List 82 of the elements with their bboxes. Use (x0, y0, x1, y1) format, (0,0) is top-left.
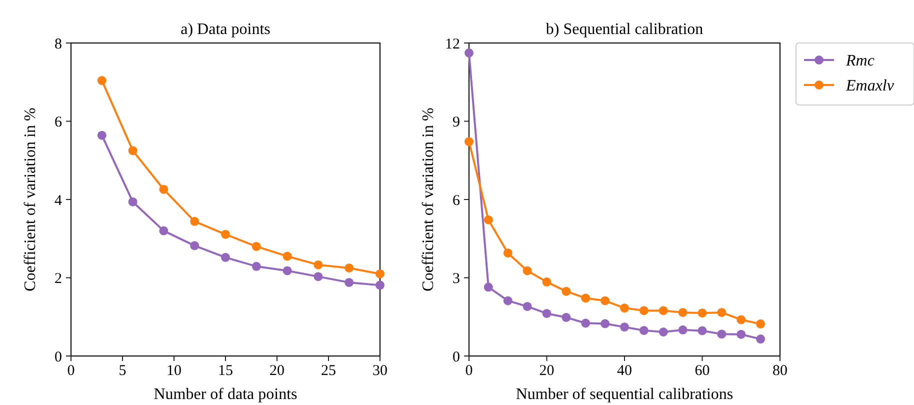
y-tick-label: 4 (54, 192, 62, 209)
point (581, 318, 590, 328)
y-tick-label: 9 (452, 114, 460, 130)
point (252, 262, 261, 271)
y-axis-title: Coefficient of variation in % (22, 108, 39, 292)
chart-title: b) Sequential calibration (546, 21, 704, 38)
point (717, 330, 726, 339)
y-tick-label: 6 (54, 114, 62, 130)
y-tick-label: 8 (54, 36, 62, 52)
x-axis-title: Number of sequential calibrations (516, 386, 734, 403)
point (464, 137, 474, 146)
point (128, 146, 138, 156)
x-tick-label: 20 (270, 363, 284, 379)
y-axis-title: Coefficient of variation in % (420, 108, 437, 292)
point (639, 306, 648, 316)
point (190, 216, 200, 226)
y-tick-label: 2 (54, 271, 62, 287)
point (658, 306, 668, 316)
point (314, 260, 323, 270)
y-tick-label: 12 (445, 36, 460, 52)
point (484, 215, 493, 224)
point (221, 252, 230, 262)
point (620, 322, 629, 332)
point (97, 76, 106, 86)
y-tick-label: 6 (452, 192, 460, 209)
point (97, 130, 106, 140)
x-tick-label: 10 (166, 363, 182, 379)
point (344, 278, 354, 287)
point (600, 319, 610, 328)
x-tick-label: 15 (218, 363, 233, 379)
legend-label: Emaxlv (845, 78, 895, 95)
point (639, 326, 648, 335)
point (522, 266, 532, 276)
y-tick-label: 0 (452, 349, 460, 366)
point (282, 266, 292, 276)
point (736, 315, 746, 324)
point (221, 230, 230, 239)
x-tick-label: 0 (465, 363, 473, 379)
x-tick-label: 30 (372, 363, 388, 379)
point (503, 296, 512, 306)
point (128, 197, 138, 206)
point (678, 325, 688, 334)
x-tick-label: 20 (539, 363, 554, 379)
y-tick-label: 3 (452, 271, 460, 287)
point (698, 326, 707, 336)
y-tick-label: 0 (54, 349, 62, 366)
x-tick-label: 80 (772, 363, 788, 379)
point (464, 48, 474, 58)
point (756, 319, 766, 328)
point (581, 294, 590, 303)
x-tick-label: 5 (118, 363, 126, 379)
point (756, 334, 766, 344)
point (522, 302, 532, 311)
point (562, 312, 571, 322)
point (282, 252, 292, 261)
point (542, 308, 552, 318)
point (698, 308, 707, 318)
point (252, 242, 261, 251)
point (344, 263, 354, 272)
point (678, 308, 688, 317)
point (159, 226, 168, 236)
point (600, 296, 610, 306)
point (542, 277, 552, 286)
point (736, 330, 746, 339)
point (190, 241, 200, 250)
x-tick-label: 60 (694, 363, 710, 379)
point (562, 286, 571, 296)
point (376, 269, 384, 278)
point (484, 282, 493, 292)
point (503, 248, 512, 258)
point (658, 328, 668, 337)
point (620, 304, 629, 313)
x-tick-label: 25 (321, 363, 336, 379)
chart-title: a) Data points (180, 21, 270, 38)
point (159, 184, 168, 194)
x-axis-title: Number of data points (154, 386, 298, 403)
legend-label: Rmc (845, 52, 874, 70)
point (376, 280, 384, 290)
x-tick-label: 40 (617, 363, 632, 379)
point (717, 308, 726, 317)
point (314, 272, 323, 282)
x-tick-label: 0 (67, 363, 75, 379)
